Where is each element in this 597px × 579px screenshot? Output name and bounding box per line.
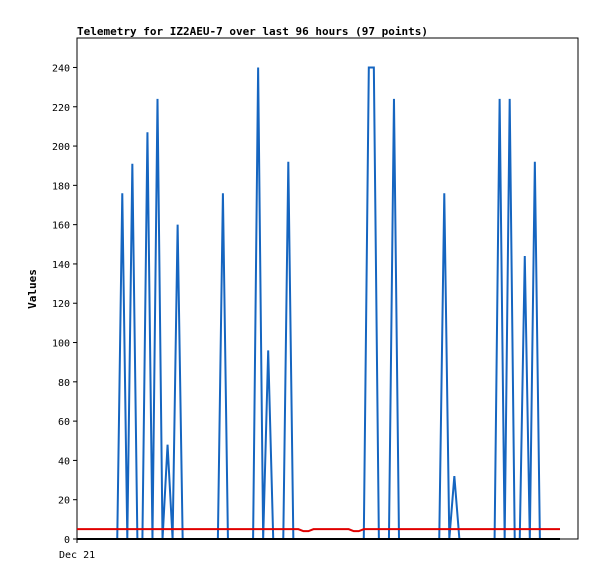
y-tick-label: 0	[64, 535, 70, 546]
y-tick-label: 160	[52, 221, 70, 232]
series-group	[77, 66, 560, 540]
series-line-2	[77, 528, 560, 533]
x-tick-label: Dec 21	[59, 550, 95, 561]
y-tick-label: 60	[58, 417, 70, 428]
y-tick-label: 200	[52, 142, 70, 153]
y-tick-label: 120	[52, 299, 70, 310]
y-tick-label: 100	[52, 339, 70, 350]
chart-title: Telemetry for IZ2AEU-7 over last 96 hour…	[77, 25, 428, 38]
y-tick-label: 20	[58, 496, 70, 507]
y-tick-label: 140	[52, 260, 70, 271]
y-axis: 0 20 40 60 80 100 120 140 160 180 200 220 240	[52, 63, 77, 546]
y-tick-label: 40	[58, 456, 70, 467]
y-tick-label: 80	[58, 378, 70, 389]
y-axis-label: Values	[26, 269, 39, 309]
y-tick-label: 180	[52, 181, 70, 192]
y-tick-label: 240	[52, 63, 70, 74]
y-tick-label: 220	[52, 103, 70, 114]
